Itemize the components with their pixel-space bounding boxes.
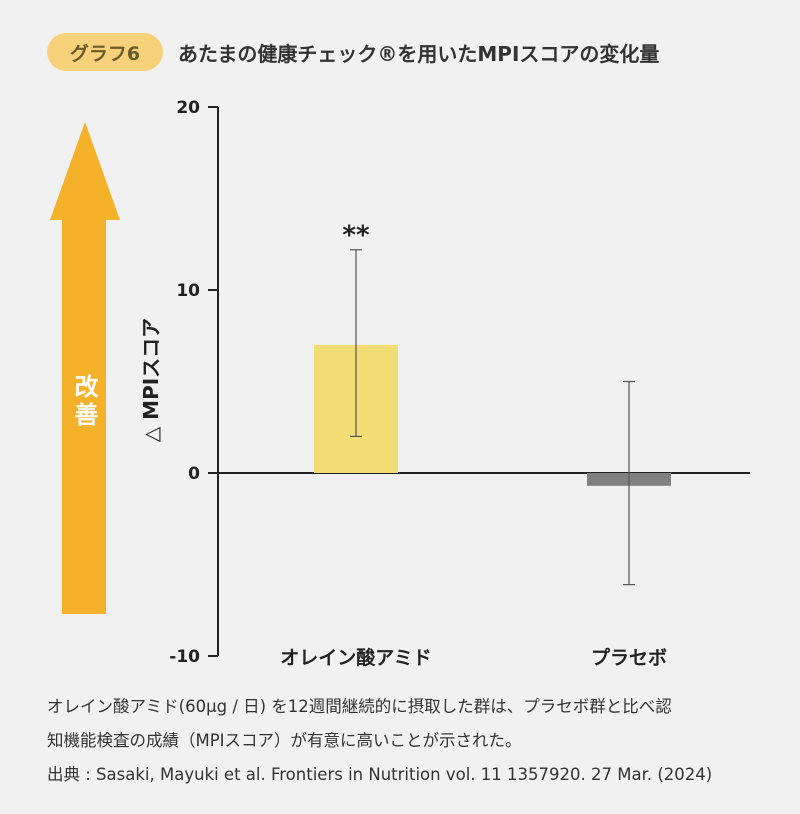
caption-line-1: オレイン酸アミド(60μg / 日) を12週間継続的に摂取した群は、プラセボ群… — [47, 697, 672, 716]
improvement-arrow-shape — [50, 122, 120, 614]
caption: オレイン酸アミド(60μg / 日) を12週間継続的に摂取した群は、プラセボ群… — [47, 690, 767, 792]
x-category-label: オレイン酸アミド — [280, 646, 432, 669]
caption-line-2: 知機能検査の成績（MPIスコア）が有意に高いことが示された。 — [47, 731, 522, 750]
y-tick-label: 0 — [188, 464, 200, 484]
graph-number-badge: グラフ6 — [47, 33, 163, 71]
significance-marker: ** — [342, 221, 370, 251]
plot: -10 0 10 20 ** オレイン酸アミド プラセボ — [169, 98, 750, 669]
improvement-arrow-label: 改善 — [70, 374, 98, 430]
y-tick-label: 10 — [176, 281, 200, 301]
y-tick-label: 20 — [176, 98, 200, 118]
x-category-label: プラセボ — [591, 646, 667, 669]
improvement-arrow: 改善 — [50, 122, 120, 614]
chart-title: あたまの健康チェック®を用いたMPIスコアの変化量 — [178, 42, 660, 66]
caption-source: 出典 : Sasaki, Mayuki et al. Frontiers in … — [47, 765, 713, 784]
y-axis-label: △ MPIスコア — [139, 318, 163, 442]
y-tick-label: -10 — [169, 647, 200, 667]
chart-area: 改善 -10 0 10 20 ** オレイン酸アミド プラセボ △ MPIスコア — [50, 98, 750, 669]
